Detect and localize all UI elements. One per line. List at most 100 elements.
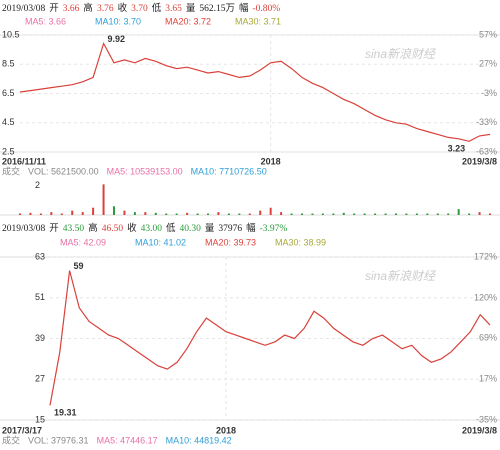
min-label: 3.23 [448, 144, 466, 154]
volume-bar [280, 212, 283, 215]
header-item: -0.80% [253, 4, 281, 14]
volume-bar [217, 212, 220, 215]
header-item: -3.97% [260, 224, 288, 234]
volume-bar [363, 213, 366, 215]
volume-bar [238, 213, 241, 215]
volume-bar [81, 212, 84, 215]
watermark: sina新浪财经 [365, 47, 437, 61]
volume-bar [447, 213, 450, 215]
header-item: 收 [127, 222, 137, 234]
volume-bar [50, 212, 53, 215]
volume-bar [395, 213, 397, 215]
volume-bar [29, 212, 32, 215]
volume-bar [301, 213, 303, 215]
volume-bar [144, 212, 147, 215]
y2-tick-label: -3% [481, 88, 497, 98]
volume-bar [154, 212, 157, 215]
legend-item: MA10: 3.70 [95, 16, 141, 26]
header-item: 收 [118, 2, 128, 14]
legend-item: MA30: 3.71 [235, 16, 281, 26]
volume-bar [269, 207, 272, 215]
volume-bar [102, 184, 105, 215]
volume-bar [207, 213, 209, 215]
y-tick-label: 4.5 [2, 117, 15, 127]
volume-bar [71, 210, 74, 215]
header-item: 低 [166, 222, 176, 234]
x-tick-label: 2017/3/17 [2, 425, 42, 435]
x-tick-label: 2018 [216, 425, 236, 435]
volume-bar [175, 213, 178, 215]
volume-header-item: 成交 [2, 434, 20, 445]
header-item: 开 [49, 223, 59, 234]
y2-tick-label: 172% [474, 251, 497, 261]
y2-tick-label: 17% [479, 373, 497, 383]
volume-bar [436, 213, 439, 215]
price-line [19, 41, 491, 142]
y-tick-label: 15 [35, 414, 45, 424]
y2-tick-label: -33% [476, 117, 497, 127]
volume-bar [468, 213, 471, 215]
y-tick-label: 10.5 [2, 29, 20, 39]
volume-bar [60, 213, 63, 215]
x-tick-label: 2019/3/8 [462, 425, 497, 435]
y-tick-label: 2.5 [2, 146, 15, 156]
volume-header-item: MA5: 10539153.00 [107, 166, 183, 176]
y-tick-label: 63 [35, 251, 45, 261]
y2-tick-label: 57% [479, 29, 497, 39]
header-item: 37976 [218, 224, 242, 234]
header-item: 562.15万 [199, 4, 235, 14]
volume-bar [478, 212, 481, 215]
legend-item: MA5: 42.09 [60, 237, 106, 247]
volume-bar [342, 212, 345, 215]
min-label: 19.31 [54, 408, 77, 418]
max-label: 9.92 [108, 34, 126, 44]
volume-header-item: MA10: 44819.42 [166, 435, 232, 445]
header-item: 43.00 [141, 224, 163, 234]
y-tick-label: 8.5 [2, 59, 15, 69]
volume-bar [123, 210, 126, 215]
y2-tick-label: 69% [479, 332, 497, 342]
y-tick-label: 6.5 [2, 88, 15, 98]
y-tick-label: 51 [35, 292, 45, 302]
header-item: 3.76 [97, 4, 114, 14]
volume-header-item: VOL: 37976.31 [28, 435, 89, 445]
legend-item: MA20: 39.73 [205, 237, 256, 247]
max-label: 59 [74, 261, 84, 271]
header-item: 幅 [246, 222, 256, 234]
x-tick-label: 2016/11/11 [2, 156, 46, 166]
volume-bar [196, 213, 199, 215]
volume-tick-label: 2 [35, 180, 40, 190]
header-item: 3.70 [131, 4, 148, 14]
y-tick-label: 39 [35, 333, 45, 343]
volume-bar [405, 213, 408, 215]
header-item: 高 [88, 222, 98, 234]
y2-tick-label: -35% [476, 414, 497, 424]
header-item: 43.50 [63, 224, 85, 234]
volume-bar [426, 213, 429, 215]
header-item: 低 [152, 2, 162, 14]
volume-bar [290, 213, 293, 215]
header-item: 40.30 [179, 224, 201, 234]
legend-item: MA10: 41.02 [135, 237, 186, 247]
volume-header-item: 成交 [2, 165, 20, 176]
x-tick-label: 2019/3/8 [462, 156, 497, 166]
volume-bar [186, 212, 189, 215]
volume-bar [374, 213, 377, 215]
volume-bar [332, 213, 335, 215]
y-tick-label: 27 [35, 374, 45, 384]
header-item: 量 [186, 3, 196, 14]
volume-bar [248, 213, 251, 215]
header-item: 3.66 [63, 4, 80, 14]
volume-bar [415, 213, 418, 215]
x-tick-label: 2018 [261, 156, 281, 166]
volume-bar [353, 213, 356, 215]
legend-item: MA20: 3.72 [165, 16, 211, 26]
y2-tick-label: -63% [476, 146, 497, 156]
volume-bar [321, 213, 324, 215]
header-item: 2019/03/08 [2, 4, 46, 14]
volume-bar [457, 209, 460, 215]
y2-tick-label: 27% [479, 59, 497, 69]
volume-bar [92, 207, 95, 215]
volume-bar [19, 213, 21, 215]
